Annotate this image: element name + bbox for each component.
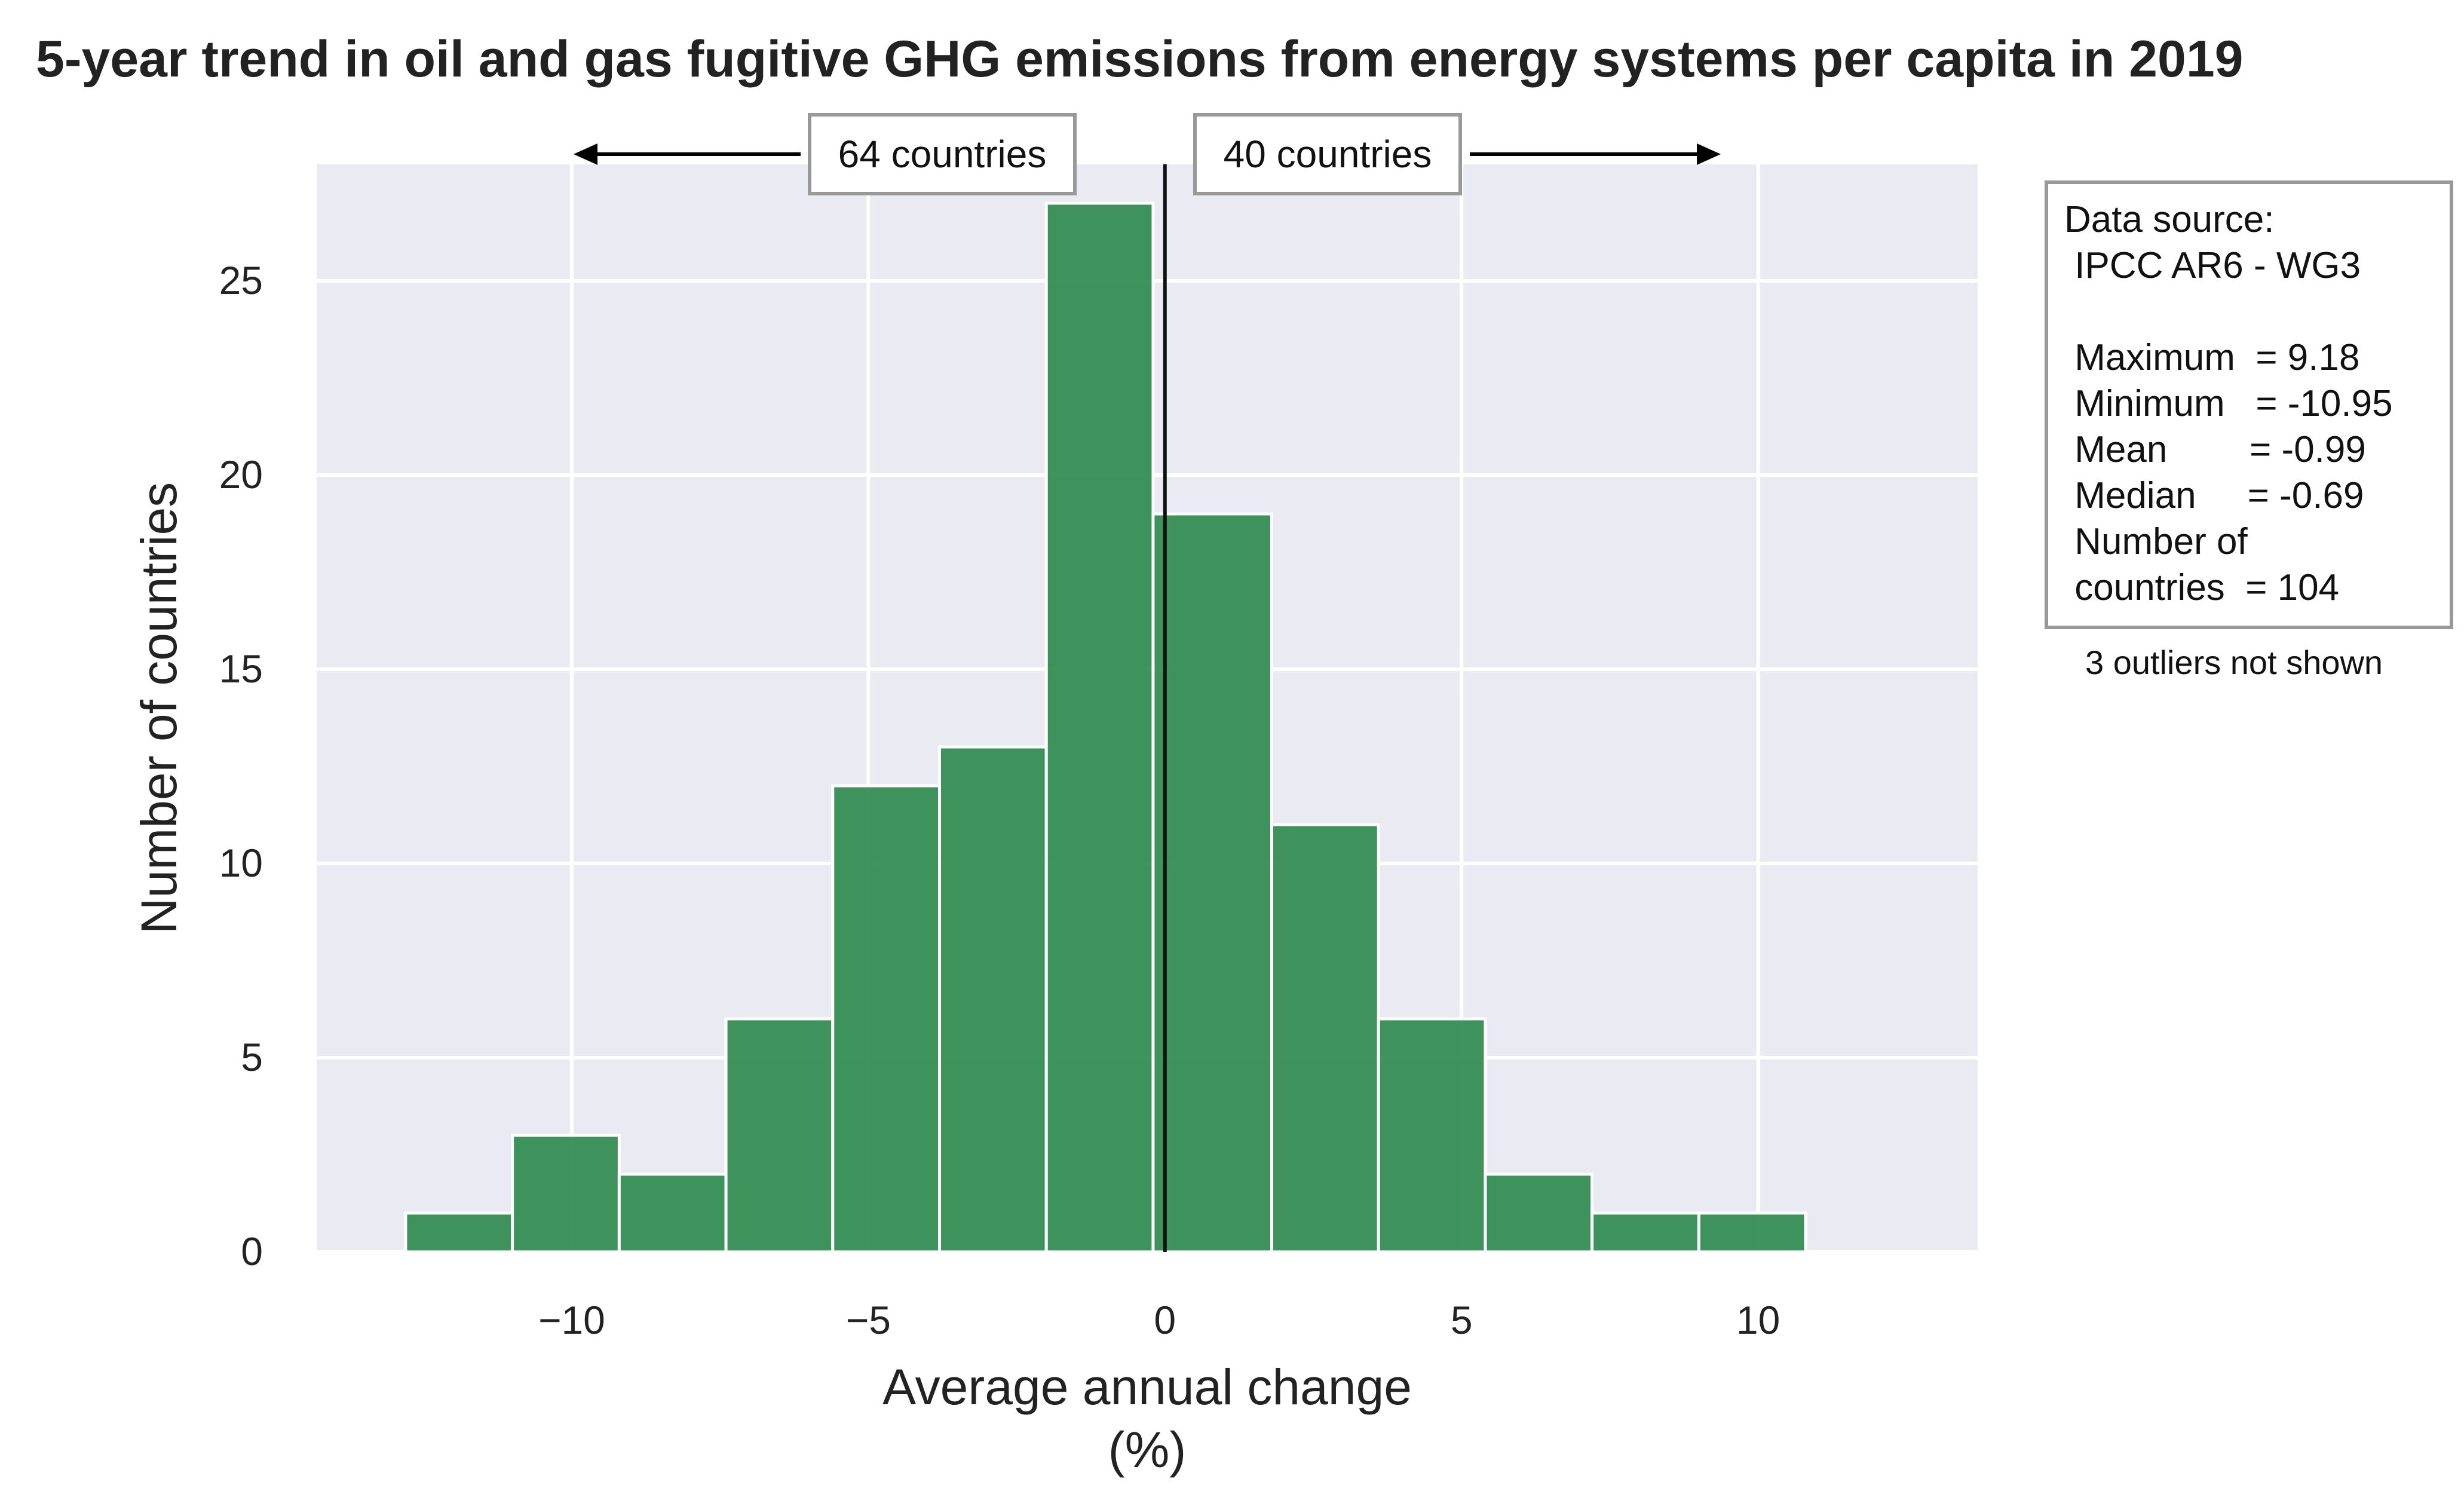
info-box-line: Number of (2064, 521, 2248, 562)
right-arrowhead (1697, 143, 1721, 165)
histogram-bar (404, 1211, 514, 1254)
histogram-bar (617, 1172, 728, 1254)
info-box-line: Mean = -0.99 (2064, 429, 2366, 470)
info-box-line: Median = -0.69 (2064, 475, 2364, 516)
right-count-annotation: 40 countries (1193, 113, 1721, 195)
outliers-note: 3 outliers not shown (2085, 644, 2383, 681)
histogram-bar (938, 745, 1048, 1254)
info-box-line: IPCC AR6 - WG3 (2064, 245, 2361, 286)
histogram-bar (1590, 1211, 1700, 1254)
histogram-bar (1044, 201, 1155, 1254)
left-count-box (808, 113, 1077, 195)
histogram-bar (724, 1017, 835, 1254)
right-count-label: 40 countries (1224, 133, 1432, 176)
histogram-bar (831, 784, 942, 1254)
y-tick-label: 5 (241, 1035, 263, 1079)
x-tick-label: 0 (1154, 1298, 1176, 1342)
x-tick-label: 10 (1736, 1298, 1780, 1342)
y-tick-label: 25 (219, 258, 263, 302)
y-tick-label: 10 (219, 841, 263, 885)
axis-ticks: −10 −5 0 5 10 0 5 10 15 20 25 (219, 258, 1780, 1342)
info-box-line: countries = 104 (2064, 567, 2339, 608)
info-box-line: Minimum = -10.95 (2064, 383, 2393, 424)
histogram-bar (1697, 1211, 1807, 1254)
left-count-annotation: 64 countries (574, 113, 1077, 195)
left-count-label: 64 countries (838, 133, 1047, 176)
x-tick-label: −5 (846, 1298, 891, 1342)
info-box-line: Data source: (2064, 199, 2275, 240)
left-arrowhead (574, 143, 597, 165)
info-box-text: Data source: IPCC AR6 - WG3 Maximum = 9.… (2064, 199, 2393, 608)
histogram-bar (1270, 823, 1380, 1254)
histogram-bar (1377, 1017, 1487, 1254)
x-axis-label-line1: Average annual change (882, 1359, 1412, 1415)
y-tick-label: 0 (241, 1229, 263, 1273)
info-box (2045, 180, 2453, 629)
histogram-bar (511, 1134, 621, 1254)
y-tick-label: 20 (219, 452, 263, 497)
x-tick-label: 5 (1451, 1298, 1473, 1342)
histogram-bar (1484, 1172, 1594, 1254)
info-box-line: Maximum = 9.18 (2064, 337, 2359, 378)
right-count-box (1193, 113, 1462, 195)
histogram-bar (1151, 512, 1274, 1254)
histogram-bars (404, 201, 1807, 1254)
chart-title: 5-year trend in oil and gas fugitive GHG… (36, 30, 2243, 88)
y-axis-label: Number of countries (131, 482, 187, 934)
x-axis-label-line2: (%) (1108, 1422, 1187, 1478)
x-tick-label: −10 (538, 1298, 605, 1342)
y-tick-label: 15 (219, 647, 263, 691)
